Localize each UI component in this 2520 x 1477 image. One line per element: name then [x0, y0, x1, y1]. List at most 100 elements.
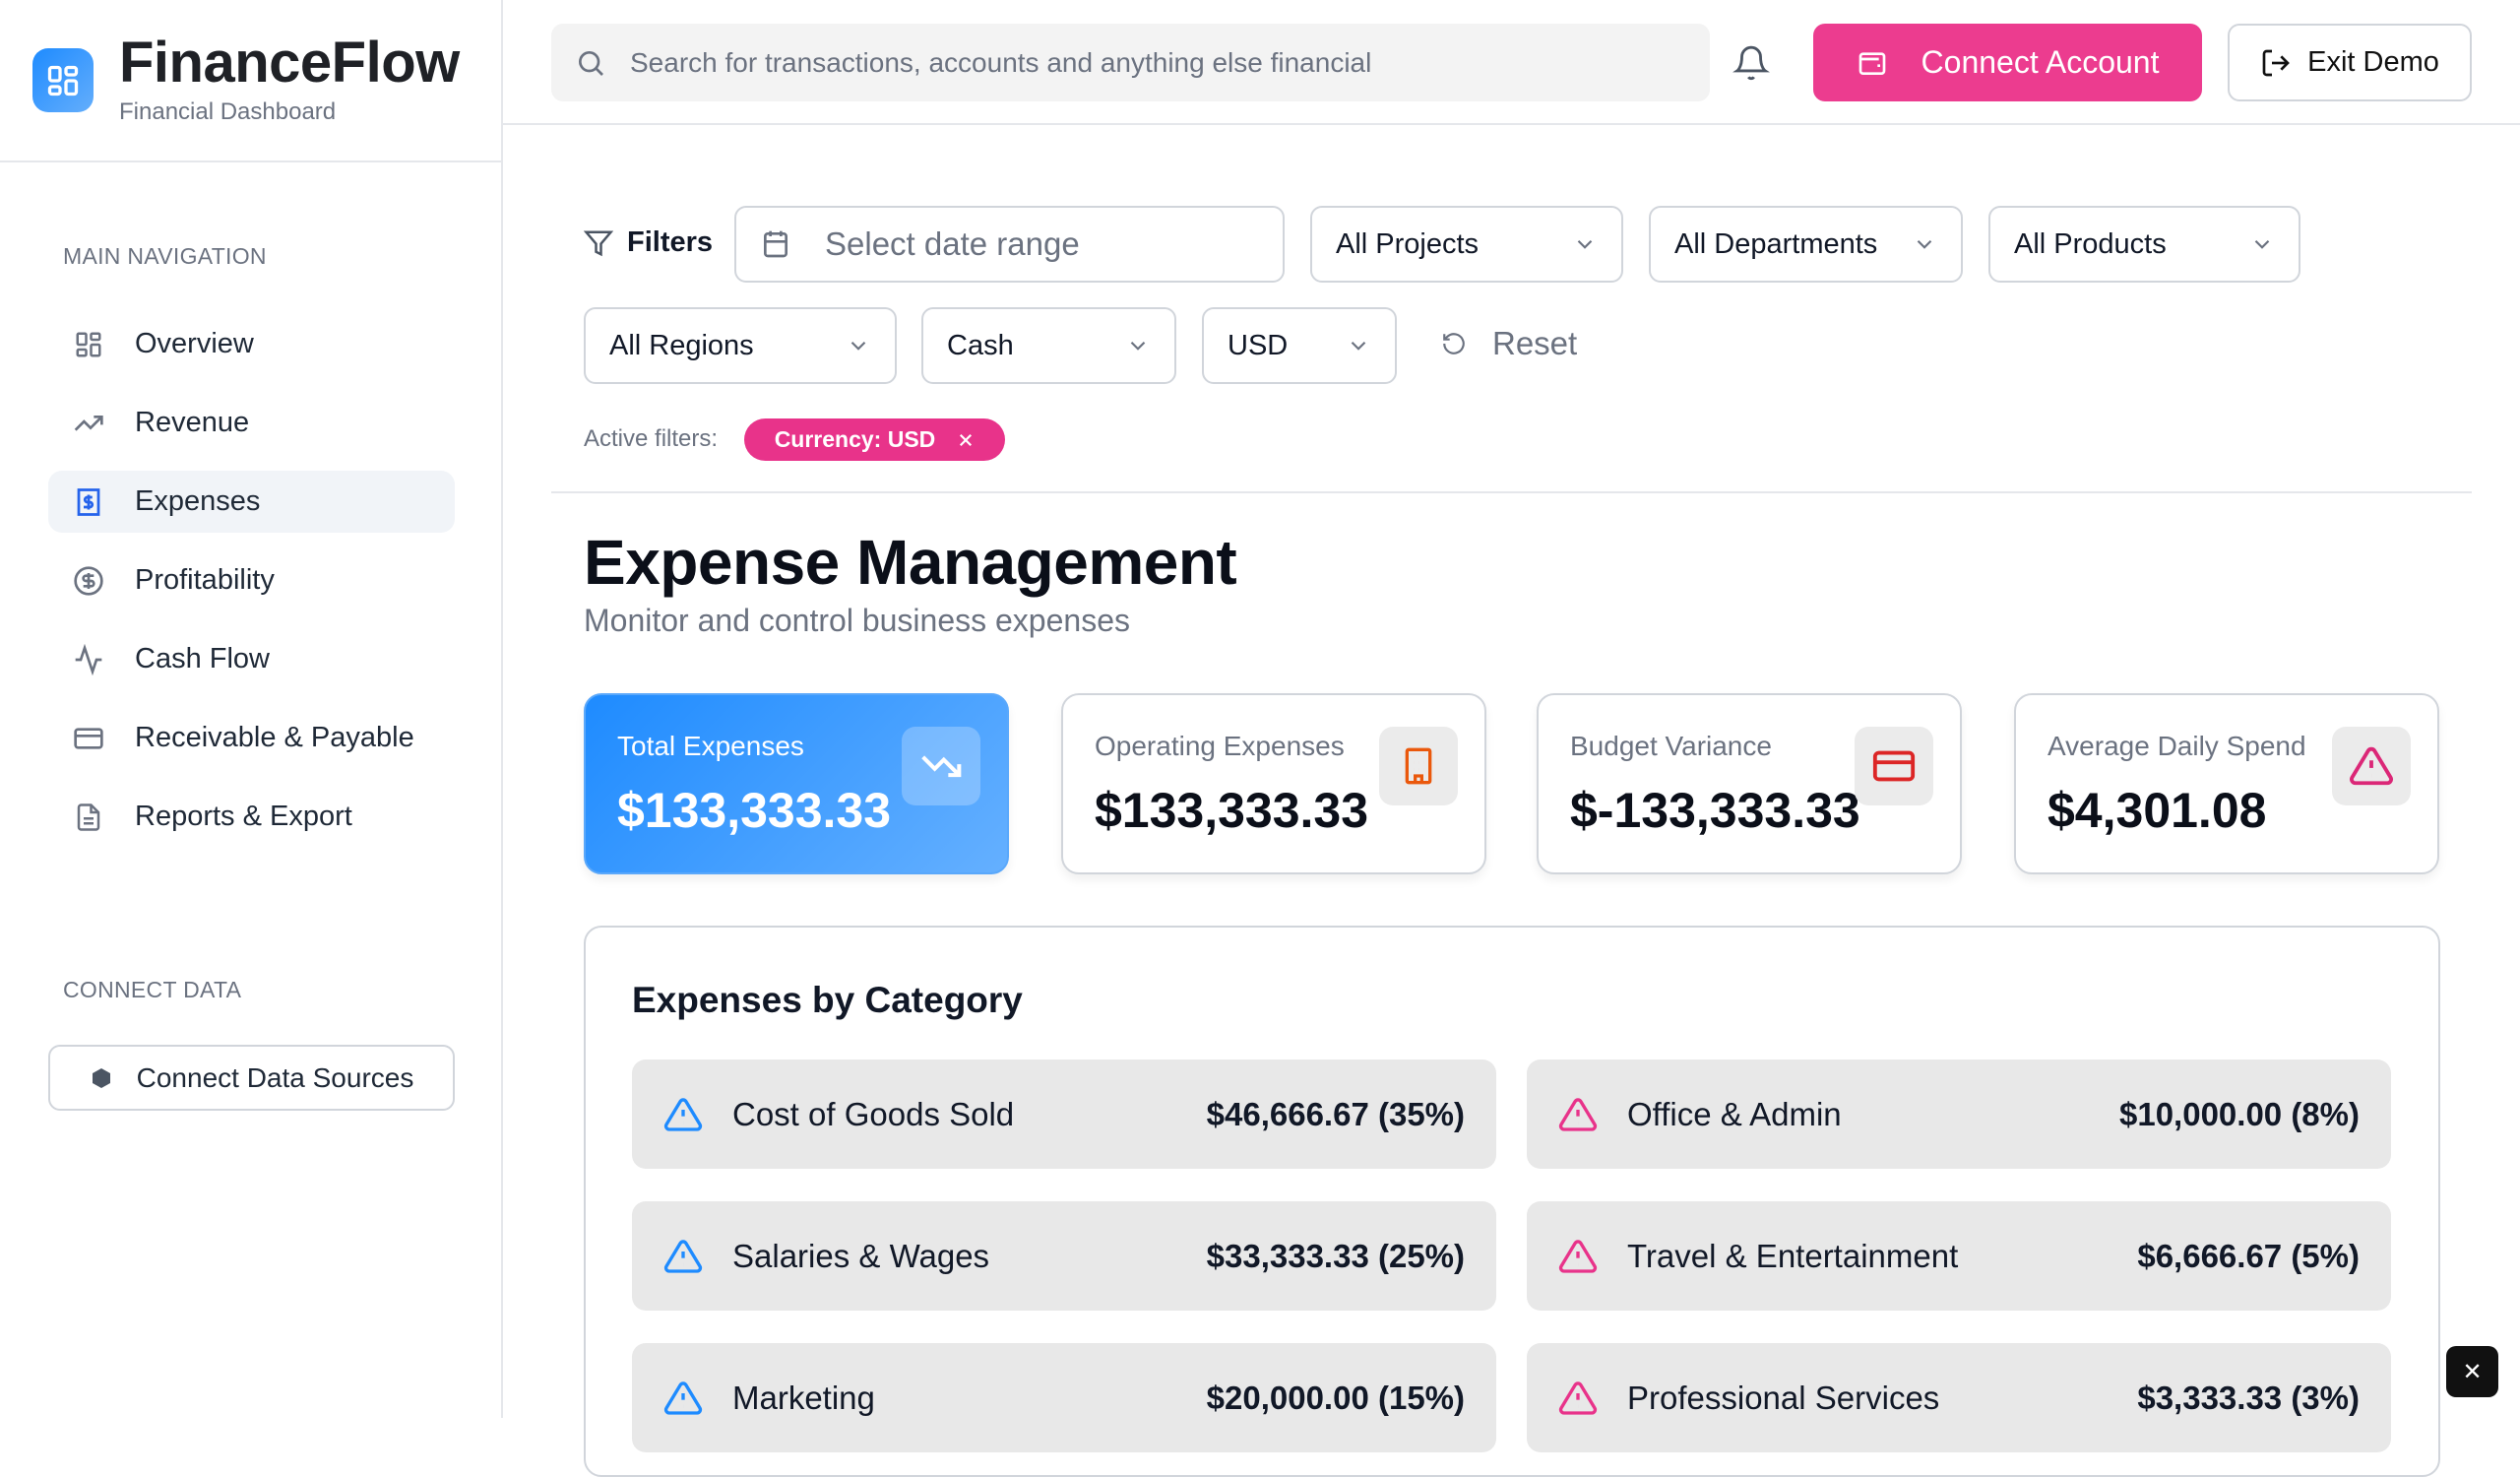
category-amount: $6,666.67 (5%) [2137, 1237, 2360, 1274]
active-filters-label: Active filters: [584, 425, 719, 452]
trending-up-icon [72, 407, 105, 440]
category-amount: $33,333.33 (25%) [1206, 1237, 1465, 1274]
regions-value: All Regions [609, 329, 754, 361]
connect-data-sources-button[interactable]: Connect Data Sources [48, 1045, 455, 1111]
bell-icon[interactable] [1732, 43, 1770, 83]
kpi-value: $133,333.33 [617, 783, 892, 838]
sidebar-item-label: Profitability [135, 564, 275, 596]
page-title: Expense Management [584, 527, 1237, 598]
projects-value: All Projects [1336, 227, 1480, 260]
kpi-label: Budget Variance [1570, 731, 1772, 761]
sidebar-item-profitability[interactable]: Profitability [48, 549, 455, 611]
sidebar-item-label: Expenses [135, 485, 261, 517]
departments-value: All Departments [1674, 227, 1878, 260]
connect-account-button[interactable]: Connect Account [1813, 24, 2202, 101]
app-subtitle: Financial Dashboard [119, 98, 337, 125]
reset-button[interactable]: Reset [1441, 325, 1577, 362]
alert-triangle-icon [2332, 727, 2411, 805]
page-subtitle: Monitor and control business expenses [584, 603, 1130, 638]
exit-demo-button[interactable]: Exit Demo [2228, 24, 2472, 101]
kpi-label: Total Expenses [617, 731, 804, 761]
filters-text: Filters [627, 226, 714, 258]
dollar-circle-icon [72, 564, 105, 598]
credit-card-icon [1855, 727, 1933, 805]
sidebar-item-reports-export[interactable]: Reports & Export [48, 786, 455, 848]
main-navigation-heading: MAIN NAVIGATION [63, 243, 267, 269]
products-value: All Products [2014, 227, 2167, 260]
alert-triangle-icon [1558, 1237, 1598, 1276]
regions-select[interactable]: All Regions [584, 307, 897, 384]
kpi-value: $-133,333.33 [1570, 783, 1860, 838]
reset-label: Reset [1492, 325, 1578, 361]
alert-triangle-icon [663, 1379, 703, 1418]
sidebar-item-label: Receivable & Payable [135, 722, 414, 753]
category-row: Professional Services $3,333.33 (3%) [1527, 1343, 2391, 1452]
account-type-select[interactable]: Cash [921, 307, 1176, 384]
date-range-picker[interactable]: Select date range [734, 206, 1285, 283]
connect-account-label: Connect Account [1921, 44, 2160, 80]
connect-data-sources-label: Connect Data Sources [136, 1061, 414, 1093]
kpi-label: Average Daily Spend [2048, 731, 2306, 761]
top-bar [503, 0, 2520, 125]
close-icon[interactable] [957, 431, 975, 449]
calendar-icon [760, 228, 791, 260]
chevron-down-icon [1572, 231, 1598, 257]
grid-icon [72, 328, 105, 361]
chevron-down-icon [1125, 333, 1151, 358]
currency-select[interactable]: USD [1202, 307, 1397, 384]
category-row: Marketing $20,000.00 (15%) [632, 1343, 1496, 1452]
sidebar-item-label: Reports & Export [135, 801, 352, 832]
chevron-down-icon [1912, 231, 1937, 257]
sidebar-item-label: Cash Flow [135, 643, 270, 674]
logo-icon [32, 48, 94, 112]
products-select[interactable]: All Products [1988, 206, 2300, 283]
active-filter-chip[interactable]: Currency: USD [744, 418, 1005, 461]
category-amount: $46,666.67 (35%) [1206, 1095, 1465, 1132]
filters-label: Filters [584, 226, 713, 259]
category-name: Travel & Entertainment [1627, 1237, 1959, 1274]
kpi-card-budget-variance: Budget Variance $-133,333.33 [1537, 693, 1962, 874]
sidebar-item-label: Revenue [135, 407, 250, 438]
alert-triangle-icon [1558, 1379, 1598, 1418]
connect-data-heading: CONNECT DATA [63, 977, 242, 1002]
close-floating-button[interactable]: ✕ [2446, 1346, 2498, 1397]
sidebar-item-expenses[interactable]: Expenses [48, 471, 455, 533]
alert-triangle-icon [663, 1095, 703, 1134]
sidebar-item-receivable-payable[interactable]: Receivable & Payable [48, 707, 455, 769]
exit-demo-label: Exit Demo [2307, 46, 2439, 78]
category-name: Office & Admin [1627, 1095, 1842, 1132]
date-range-placeholder: Select date range [825, 225, 1080, 262]
category-row: Office & Admin $10,000.00 (8%) [1527, 1060, 2391, 1169]
divider [551, 491, 2472, 493]
log-out-icon [2260, 47, 2292, 79]
chevron-down-icon [846, 333, 871, 358]
category-amount: $20,000.00 (15%) [1206, 1379, 1465, 1416]
category-row: Salaries & Wages $33,333.33 (25%) [632, 1201, 1496, 1311]
kpi-card-average-daily-spend: Average Daily Spend $4,301.08 [2014, 693, 2439, 874]
departments-select[interactable]: All Departments [1649, 206, 1963, 283]
sidebar-item-cash-flow[interactable]: Cash Flow [48, 628, 455, 690]
projects-select[interactable]: All Projects [1310, 206, 1623, 283]
account-type-value: Cash [947, 329, 1014, 361]
rotate-ccw-icon [1441, 331, 1467, 356]
category-name: Salaries & Wages [732, 1237, 990, 1274]
category-name: Marketing [732, 1379, 875, 1416]
active-filter-chip-label: Currency: USD [774, 426, 936, 452]
sidebar-item-revenue[interactable]: Revenue [48, 392, 455, 454]
trending-down-icon [902, 727, 980, 805]
sidebar-header: FinanceFlow Financial Dashboard [0, 0, 501, 162]
search-bar[interactable] [551, 24, 1710, 101]
category-row: Cost of Goods Sold $46,666.67 (35%) [632, 1060, 1496, 1169]
sidebar-item-overview[interactable]: Overview [48, 313, 455, 375]
chevron-down-icon [2249, 231, 2275, 257]
file-text-icon [72, 801, 105, 834]
search-input[interactable] [630, 46, 1664, 79]
activity-icon [72, 643, 105, 676]
kpi-value: $133,333.33 [1095, 783, 1369, 838]
search-icon [575, 47, 606, 79]
alert-triangle-icon [663, 1237, 703, 1276]
category-name: Cost of Goods Sold [732, 1095, 1015, 1132]
receipt-icon [72, 485, 105, 519]
sidebar-item-label: Overview [135, 328, 254, 359]
currency-value: USD [1228, 329, 1289, 361]
